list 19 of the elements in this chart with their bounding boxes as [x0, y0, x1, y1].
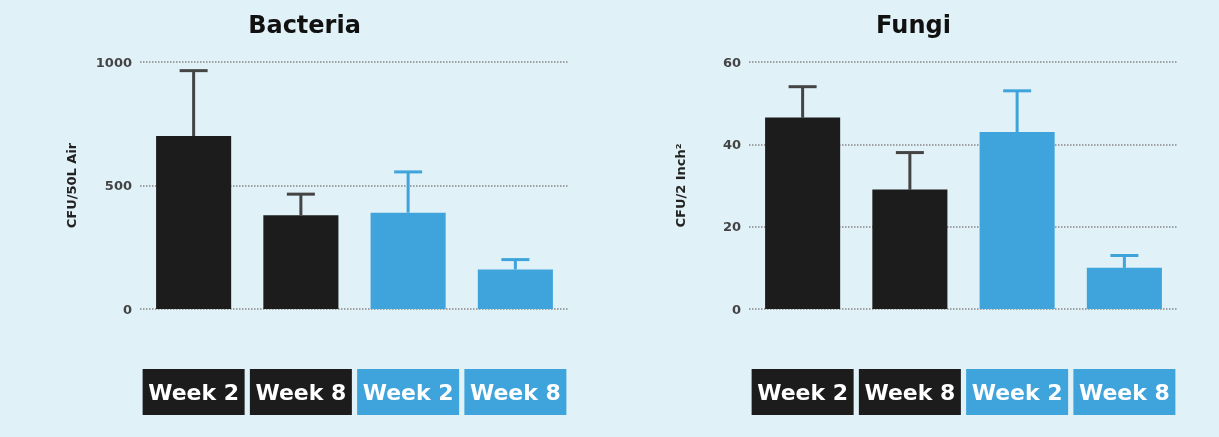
y-tick-label: 20 [722, 219, 741, 235]
y-tick-label: 0 [122, 301, 132, 317]
y-tick-label: 0 [731, 301, 741, 317]
y-tick-label: 40 [722, 136, 741, 152]
chart-title: Fungi [876, 11, 951, 39]
y-tick-label: 1000 [95, 54, 132, 70]
x-tick-label: Week 2 [757, 379, 849, 405]
x-tick-label: Week 8 [1078, 379, 1170, 405]
y-axis-title: CFU/50L Air [64, 142, 79, 229]
x-tick-label: Week 2 [148, 379, 240, 405]
y-tick-label: 500 [104, 178, 132, 193]
x-tick-label: Week 2 [362, 379, 454, 405]
y-tick-label: 60 [722, 54, 741, 70]
x-tick-label: Week 8 [864, 379, 956, 405]
y-axis-title: CFU/2 Inch² [673, 143, 688, 228]
x-tick-label: Week 8 [255, 379, 347, 405]
chart-title: Bacteria [248, 11, 361, 39]
x-tick-label: Week 2 [971, 379, 1063, 405]
x-tick-label: Week 8 [469, 379, 561, 405]
